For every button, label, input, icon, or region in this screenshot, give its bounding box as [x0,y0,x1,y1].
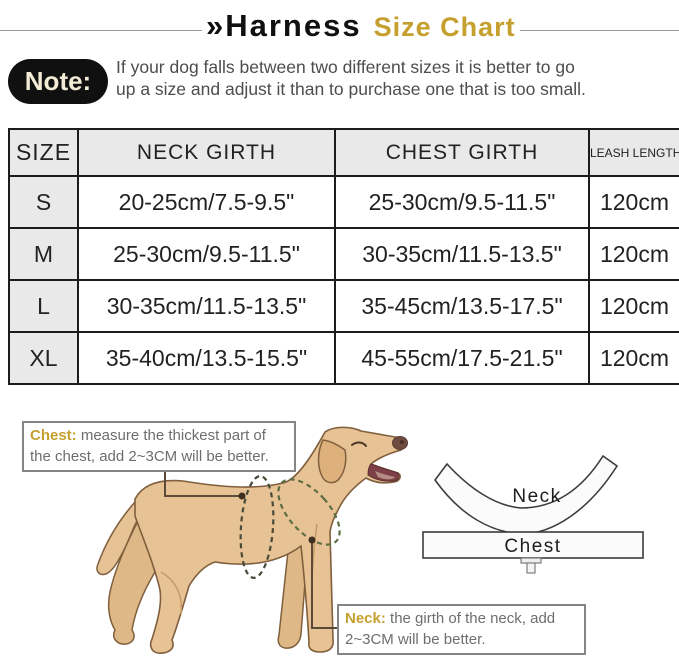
chest-cell: 45-55cm/17.5-21.5" [334,331,590,385]
size-table-header-row: SIZE NECK GIRTH CHEST GIRTH LEASH LENGTH [8,128,679,177]
chest-tip-box: Chest: measure the thickest part of the … [22,421,296,473]
note-line2: up a size and adjust it than to purchase… [116,79,586,100]
neck-cell: 25-30cm/9.5-11.5" [77,227,336,281]
dog-tongue [375,471,395,480]
note-line1: If your dog falls between two different … [116,57,575,77]
leash-cell: 120cm [588,331,679,385]
size-cell: L [8,279,79,333]
harness-chest-band [422,531,644,559]
chest-cell: 35-45cm/13.5-17.5" [334,279,590,333]
col-header-neck: NECK GIRTH [77,128,336,177]
neck-cell: 20-25cm/7.5-9.5" [77,175,336,229]
dog-ear [317,439,347,484]
dog-body [134,426,407,654]
harness-neck-band [434,454,619,535]
neck-cell: 35-40cm/13.5-15.5" [77,331,336,385]
neck-tip-label: Neck: [345,610,386,627]
dog-eye [351,441,367,447]
col-header-size: SIZE [8,128,79,177]
leash-cell: 120cm [588,175,679,229]
leash-cell: 120cm [588,227,679,281]
neck-tip-box: Neck: the girth of the neck, add 2~3CM w… [337,604,586,656]
dog-nose [392,436,408,450]
header-rule-left [0,30,202,31]
dog-illustration [96,426,408,654]
page-title-accent: Size Chart [373,12,516,42]
dog-far-hind-leg [107,517,156,645]
harness-buckle-tab [520,557,542,564]
header-rule-right [519,30,679,31]
page-title-main: »Harness [206,8,362,43]
harness-chest-label: Chest [504,536,561,557]
table-row: L 30-35cm/11.5-13.5" 35-45cm/13.5-17.5" … [8,279,679,333]
size-table: SIZE NECK GIRTH CHEST GIRTH LEASH LENGTH… [8,128,679,385]
col-header-leash: LEASH LENGTH [588,128,679,177]
chest-cell: 25-30cm/9.5-11.5" [334,175,590,229]
col-header-chest: CHEST GIRTH [334,128,590,177]
dog-nostril [400,440,404,444]
neck-tip-text: the girth of the neck, add 2~3CM will be… [345,610,556,648]
note-text: If your dog falls between two different … [116,56,672,101]
dog-far-front-leg [277,541,309,649]
page-title: »Harness Size Chart [202,8,520,44]
table-row: M 25-30cm/9.5-11.5" 30-35cm/11.5-13.5" 1… [8,227,679,281]
chest-tip-text: measure the thickest part of the chest, … [30,427,269,465]
dog-thigh-shading [160,571,183,615]
table-row: XL 35-40cm/13.5-15.5" 45-55cm/17.5-21.5"… [8,331,679,385]
harness-diagram: Neck Chest [422,454,644,574]
note-badge: Note: [8,59,108,104]
leash-cell: 120cm [588,279,679,333]
size-cell: M [8,227,79,281]
size-cell: XL [8,331,79,385]
page-header: »Harness Size Chart [0,0,679,44]
harness-buckle-stem [526,562,536,574]
chest-tip-label: Chest: [30,427,77,444]
harness-neck-label: Neck [512,486,561,507]
size-cell: S [8,175,79,229]
chest-cell: 30-35cm/11.5-13.5" [334,227,590,281]
neck-cell: 30-35cm/11.5-13.5" [77,279,336,333]
table-row: S 20-25cm/7.5-9.5" 25-30cm/9.5-11.5" 120… [8,175,679,229]
